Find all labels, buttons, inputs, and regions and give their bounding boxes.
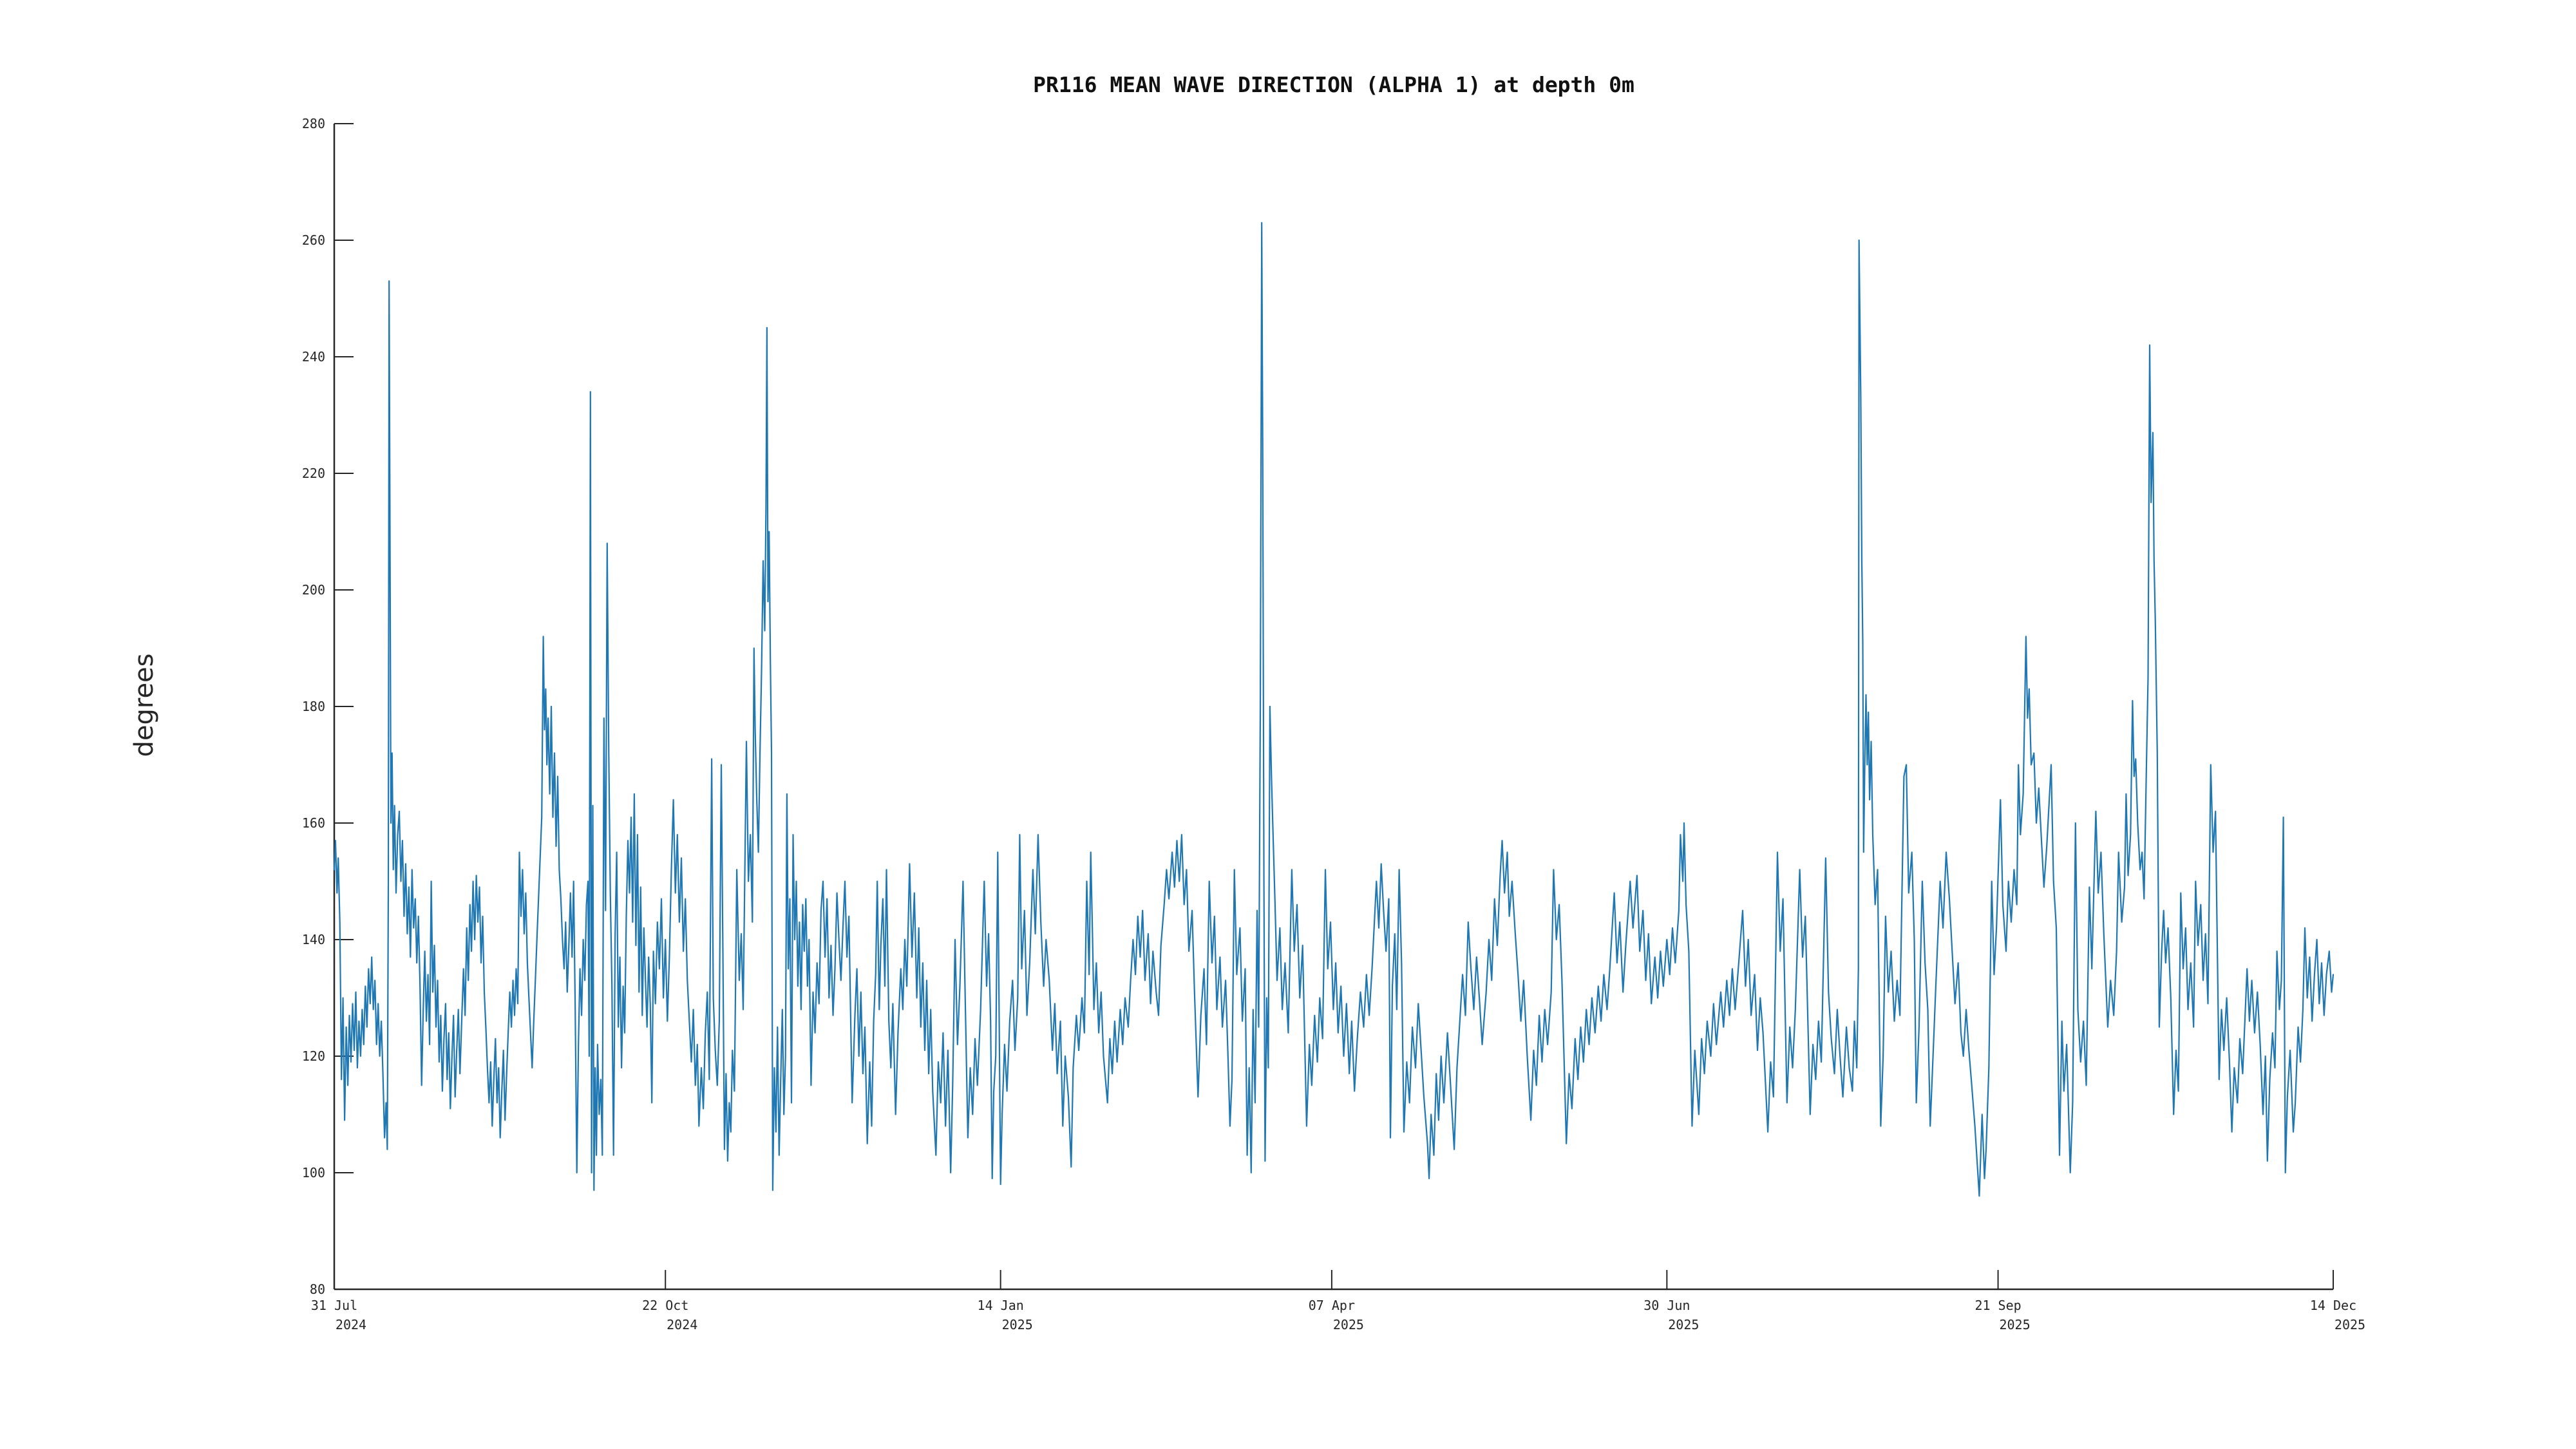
y-tick-label: 120	[302, 1048, 325, 1064]
x-tick-label-date: 14 Jan	[978, 1298, 1024, 1313]
chart-title: PR116 MEAN WAVE DIRECTION (ALPHA 1) at d…	[1033, 72, 1634, 97]
x-tick-label-date: 14 Dec	[2310, 1298, 2356, 1313]
y-tick-label: 100	[302, 1165, 325, 1180]
y-tick-label: 280	[302, 116, 325, 131]
x-tick-label-date: 22 Oct	[642, 1298, 688, 1313]
x-tick-label-date: 07 Apr	[1309, 1298, 1355, 1313]
y-tick-label: 200	[302, 582, 325, 598]
y-tick-label: 180	[302, 699, 325, 714]
x-tick-label-year: 2025	[2334, 1317, 2365, 1332]
x-tick-label-year: 2025	[1002, 1317, 1033, 1332]
x-tick-label-year: 2025	[1333, 1317, 1364, 1332]
y-tick-label: 220	[302, 466, 325, 481]
y-tick-label: 160	[302, 815, 325, 831]
x-tick-label-year: 2025	[1999, 1317, 2030, 1332]
x-tick-label-date: 30 Jun	[1643, 1298, 1690, 1313]
y-tick-label: 80	[310, 1282, 325, 1297]
wave-direction-line	[333, 222, 2334, 1197]
x-tick-label-date: 21 Sep	[1975, 1298, 2021, 1313]
x-tick-label-year: 2024	[336, 1317, 366, 1332]
y-tick-label: 260	[302, 232, 325, 248]
x-tick-label-year: 2025	[1668, 1317, 1699, 1332]
y-tick-label: 140	[302, 932, 325, 947]
y-tick-label: 240	[302, 349, 325, 365]
x-tick-label-date: 31 Jul	[311, 1298, 357, 1313]
x-tick-label-year: 2024	[667, 1317, 697, 1332]
